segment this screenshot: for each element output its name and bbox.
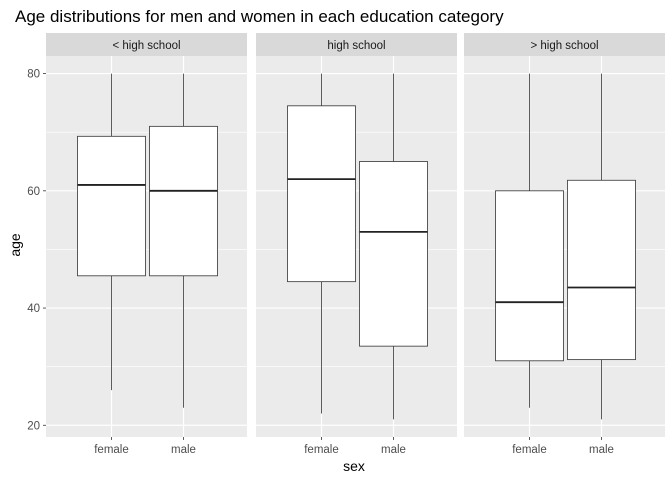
panel-3: > high school female male [464, 33, 665, 456]
y-axis: 20 40 60 80 [27, 69, 46, 432]
box-iqr [359, 161, 428, 347]
x-tick-label: female [94, 444, 129, 456]
box-male [359, 73, 428, 420]
x-tick-label: male [381, 444, 406, 456]
y-tick-label: 40 [27, 303, 40, 315]
box-iqr [77, 135, 146, 277]
strip-background [464, 33, 665, 56]
box-female [77, 73, 146, 391]
box-female [495, 73, 564, 408]
box-iqr [149, 125, 218, 277]
strip-label: > high school [530, 40, 598, 52]
y-tick-label: 60 [27, 186, 40, 198]
box-iqr [287, 105, 356, 283]
x-tick-label: male [589, 444, 614, 456]
y-tick-label: 20 [27, 420, 40, 432]
box-female [287, 73, 356, 414]
box-iqr [567, 179, 636, 361]
box-male [567, 73, 636, 420]
panel-1: < high school female male [46, 33, 247, 456]
x-tick-label: female [512, 444, 547, 456]
chart-title: Age distributions for men and women in e… [15, 7, 504, 26]
panels: < high school female male high school female… [46, 33, 665, 456]
box-iqr [495, 190, 564, 362]
x-tick-label: male [171, 444, 196, 456]
x-tick-label: female [304, 444, 339, 456]
y-axis-title: age [7, 233, 23, 257]
strip-label: < high school [112, 40, 180, 52]
strip-background [256, 33, 457, 56]
box-male [149, 73, 218, 408]
y-tick-label: 80 [27, 69, 40, 81]
x-axis-title: sex [343, 458, 365, 474]
strip-background [46, 33, 247, 56]
strip-label: high school [327, 40, 385, 52]
panel-2: high school female male [256, 33, 457, 456]
